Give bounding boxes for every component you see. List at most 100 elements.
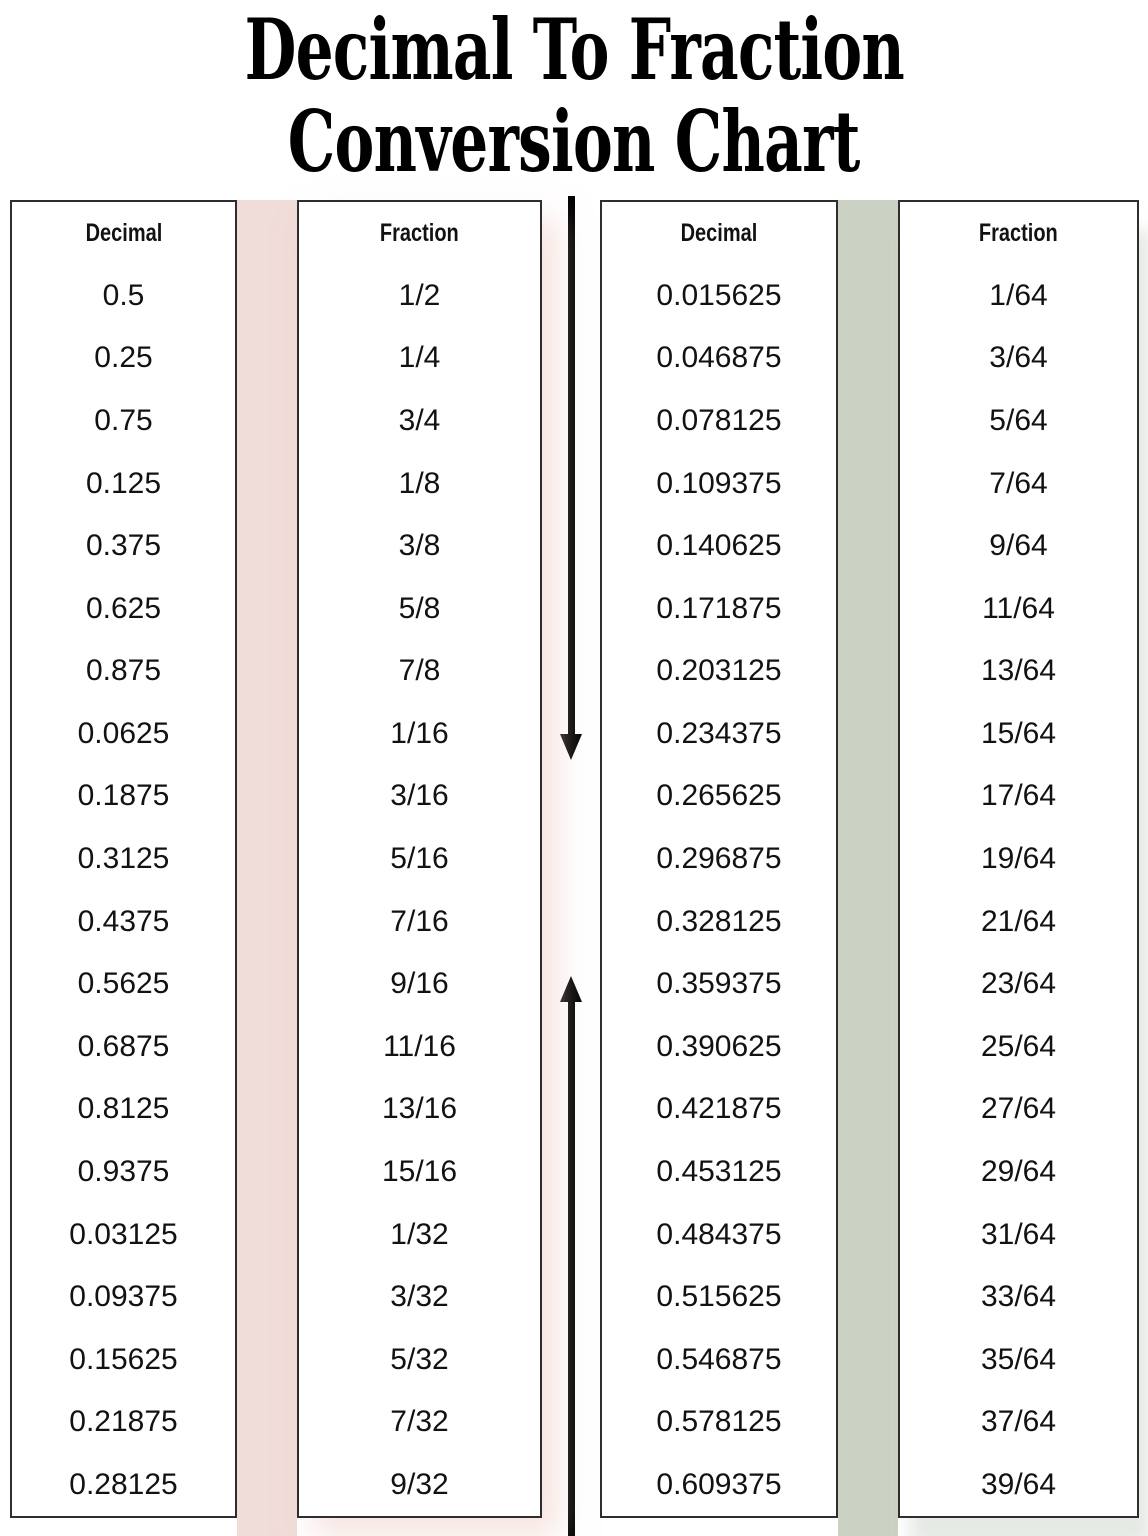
title-text-2: Conversion Chart (288, 92, 861, 191)
right-fraction-value-cell: 17/64 (980, 779, 1057, 813)
right-fraction-value-cell: 9/64 (989, 529, 1048, 563)
right-fraction-column-header: Fraction (900, 202, 1137, 265)
left-fraction-value-cell: 15/16 (381, 1154, 458, 1188)
right-fraction-value-cell: 11/64 (982, 591, 1055, 625)
right-fraction-value-cell: 29/64 (980, 1154, 1057, 1188)
right-fraction-value-cell: 3/64 (989, 341, 1048, 375)
right-fraction-value-cell: 23/64 (980, 967, 1057, 1001)
left-decimal-header-label: Decimal (85, 218, 162, 247)
title-text-1: Decimal To Fraction (244, 0, 904, 99)
right-fraction-value-cell: 21/64 (980, 904, 1057, 938)
left-fraction-value-cell: 1/8 (398, 466, 441, 500)
up-arrow-head-icon (560, 976, 582, 1002)
right-decimal-value-cell: 0.578125 (656, 1405, 782, 1439)
right-decimal-value-cell: 0.171875 (656, 591, 782, 625)
right-decimal-value-cell: 0.453125 (656, 1154, 782, 1188)
page-title: Decimal To Fraction Conversion Chart (0, 4, 1148, 188)
right-decimal-value-cell: 0.421875 (656, 1092, 782, 1126)
left-decimal-value-cell: 0.375 (85, 529, 162, 563)
right-fraction-value-cell: 27/64 (980, 1092, 1057, 1126)
right-fraction-value-cell: 25/64 (980, 1029, 1057, 1063)
green-divider-stripe (838, 200, 898, 1536)
left-decimal-value-cell: 0.09375 (69, 1280, 178, 1314)
left-decimal-value-cell: 0.3125 (77, 842, 170, 876)
pink-divider-stripe (237, 200, 297, 1536)
left-fraction-value-cell: 5/16 (390, 842, 449, 876)
left-fraction-value-cell: 1/32 (390, 1217, 449, 1251)
right-fraction-value-cell: 19/64 (980, 842, 1057, 876)
left-decimal-value-cell: 0.4375 (77, 904, 170, 938)
left-fraction-value-cell: 7/8 (398, 654, 441, 688)
left-decimal-value-cell: 0.0625 (77, 716, 170, 750)
right-decimal-value-cell: 0.140625 (656, 529, 782, 563)
right-decimal-value-cell: 0.484375 (656, 1217, 782, 1251)
left-fraction-value-cell: 1/16 (390, 716, 449, 750)
right-decimal-value-cell: 0.328125 (656, 904, 782, 938)
right-fraction-value-cell: 39/64 (980, 1467, 1057, 1501)
right-decimal-value-cell: 0.390625 (656, 1029, 782, 1063)
left-fraction-value-cell: 7/32 (390, 1405, 449, 1439)
right-decimal-value-cell: 0.046875 (656, 341, 782, 375)
left-fraction-value-cell: 3/4 (398, 404, 441, 438)
right-table-decimal-column: Decimal 0.015625 0.046875 0.078125 0.109375… (600, 200, 838, 1518)
left-fraction-value-cell: 7/16 (390, 904, 449, 938)
left-decimal-value-cell: 0.28125 (69, 1467, 178, 1501)
right-decimal-value-cell: 0.265625 (656, 779, 782, 813)
right-fraction-value-cell: 35/64 (980, 1342, 1057, 1376)
right-decimal-value-cell: 0.109375 (656, 466, 782, 500)
left-decimal-value-cell: 0.1875 (77, 779, 170, 813)
right-decimal-value-cell: 0.296875 (656, 842, 782, 876)
left-fraction-header-label: Fraction (380, 218, 459, 247)
right-decimal-value-cell: 0.546875 (656, 1342, 782, 1376)
left-table-decimal-column: Decimal 0.5 0.25 0.75 0.125 0.375 0.625 0.875 0… (10, 200, 237, 1518)
left-fraction-value-cell: 1/2 (398, 278, 441, 312)
right-fraction-header-label: Fraction (979, 218, 1058, 247)
left-decimal-value-cell: 0.6875 (77, 1029, 170, 1063)
left-fraction-value-cell: 9/16 (390, 967, 449, 1001)
title-line-1: Decimal To Fraction (0, 4, 1148, 96)
right-decimal-value-cell: 0.015625 (656, 278, 782, 312)
left-decimal-column-header: Decimal (12, 202, 235, 265)
left-fraction-value-cell: 13/16 (381, 1092, 458, 1126)
left-fraction-value-cell: 3/8 (398, 529, 441, 563)
left-decimal-value-cell: 0.25 (94, 341, 153, 375)
left-decimal-value-cell: 0.75 (94, 404, 153, 438)
left-decimal-value-cell: 0.625 (85, 591, 162, 625)
up-arrow-icon (568, 1000, 575, 1536)
right-fraction-value-cell: 1/64 (989, 278, 1048, 312)
left-fraction-value-cell: 3/16 (390, 779, 449, 813)
title-line-2: Conversion Chart (0, 96, 1148, 188)
left-decimal-value-cell: 0.5 (102, 278, 145, 312)
left-fraction-value-cell: 5/8 (398, 591, 441, 625)
left-decimal-value-cell: 0.8125 (77, 1092, 170, 1126)
left-fraction-value-cell: 9/32 (390, 1467, 449, 1501)
right-fraction-value-cell: 15/64 (980, 716, 1057, 750)
down-arrow-icon (568, 196, 575, 734)
right-decimal-header-label: Decimal (680, 218, 758, 247)
left-decimal-value-cell: 0.125 (85, 466, 162, 500)
left-decimal-value-cell: 0.5625 (77, 967, 170, 1001)
right-decimal-value-cell: 0.359375 (656, 967, 782, 1001)
right-decimal-column-header: Decimal (602, 202, 836, 265)
down-arrow-head-icon (560, 734, 582, 760)
right-fraction-value-cell: 37/64 (980, 1405, 1057, 1439)
right-decimal-value-cell: 0.515625 (656, 1280, 782, 1314)
right-fraction-value-cell: 5/64 (989, 404, 1048, 438)
right-fraction-value-cell: 31/64 (980, 1217, 1057, 1251)
left-table-fraction-column: Fraction 1/2 1/4 3/4 1/8 3/8 5/8 7/8 1/16 3/16 5/… (297, 200, 542, 1518)
right-decimal-value-cell: 0.203125 (656, 654, 782, 688)
left-fraction-value-cell: 11/16 (383, 1029, 456, 1063)
right-table-fraction-column: Fraction 1/64 3/64 5/64 7/64 9/64 11/64 13/64 1… (898, 200, 1139, 1518)
right-fraction-value-cell: 33/64 (980, 1280, 1057, 1314)
left-decimal-value-cell: 0.03125 (69, 1217, 178, 1251)
right-fraction-value-cell: 7/64 (989, 466, 1048, 500)
right-decimal-value-cell: 0.609375 (656, 1467, 782, 1501)
left-fraction-value-cell: 1/4 (398, 341, 441, 375)
left-decimal-value-cell: 0.9375 (77, 1154, 170, 1188)
left-decimal-value-cell: 0.21875 (69, 1405, 178, 1439)
left-decimal-value-cell: 0.15625 (69, 1342, 178, 1376)
left-fraction-value-cell: 5/32 (390, 1342, 449, 1376)
right-decimal-value-cell: 0.234375 (656, 716, 782, 750)
left-fraction-column-header: Fraction (299, 202, 540, 265)
